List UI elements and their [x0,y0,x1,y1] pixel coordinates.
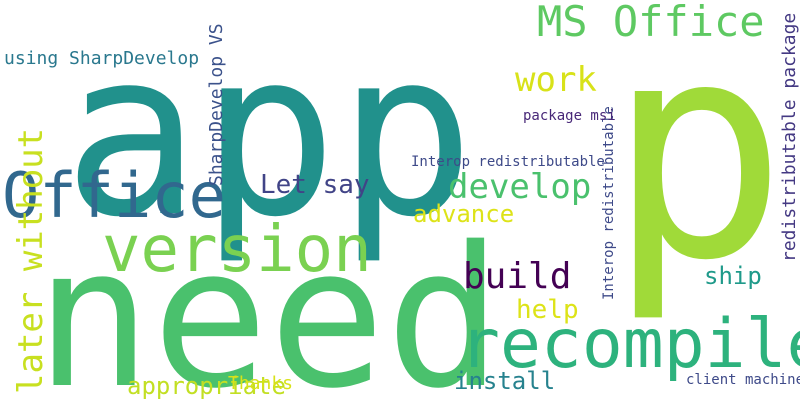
word-uses-powerpoint: redistributable package [779,13,800,262]
word-appropriate: install [454,367,555,395]
word-office: Office [2,159,226,232]
word-interop-redistributable: Interop redistributable [411,154,605,170]
word-version: version [102,213,372,287]
word-redistributable-package: Interop redistributable [601,106,617,300]
word-let-say: Let say [260,170,370,200]
word-thanks: appropriate [127,372,286,400]
word-ship: ship [704,262,762,290]
word-work: work [515,60,597,100]
word-sharpdevelop-vs: SharpDevelop VS [206,23,227,186]
word-recompile: recompile [459,305,800,384]
word-install: later without [11,128,51,394]
word-ms-office: MS Office [537,0,765,46]
word-help: help [516,295,579,325]
word-build: build [463,256,571,297]
word-app: app [63,1,475,267]
word-package-msi: package msi [523,108,616,124]
word-client-machine: client machine [686,372,800,388]
word-p: p [607,0,788,326]
word-develop: develop [448,167,591,207]
word-later-without: using SharpDevelop [4,48,199,69]
word-using-sharpdevelop: Thanks [228,373,293,394]
word-advance: advance [413,200,514,228]
word-need: need [35,205,502,400]
